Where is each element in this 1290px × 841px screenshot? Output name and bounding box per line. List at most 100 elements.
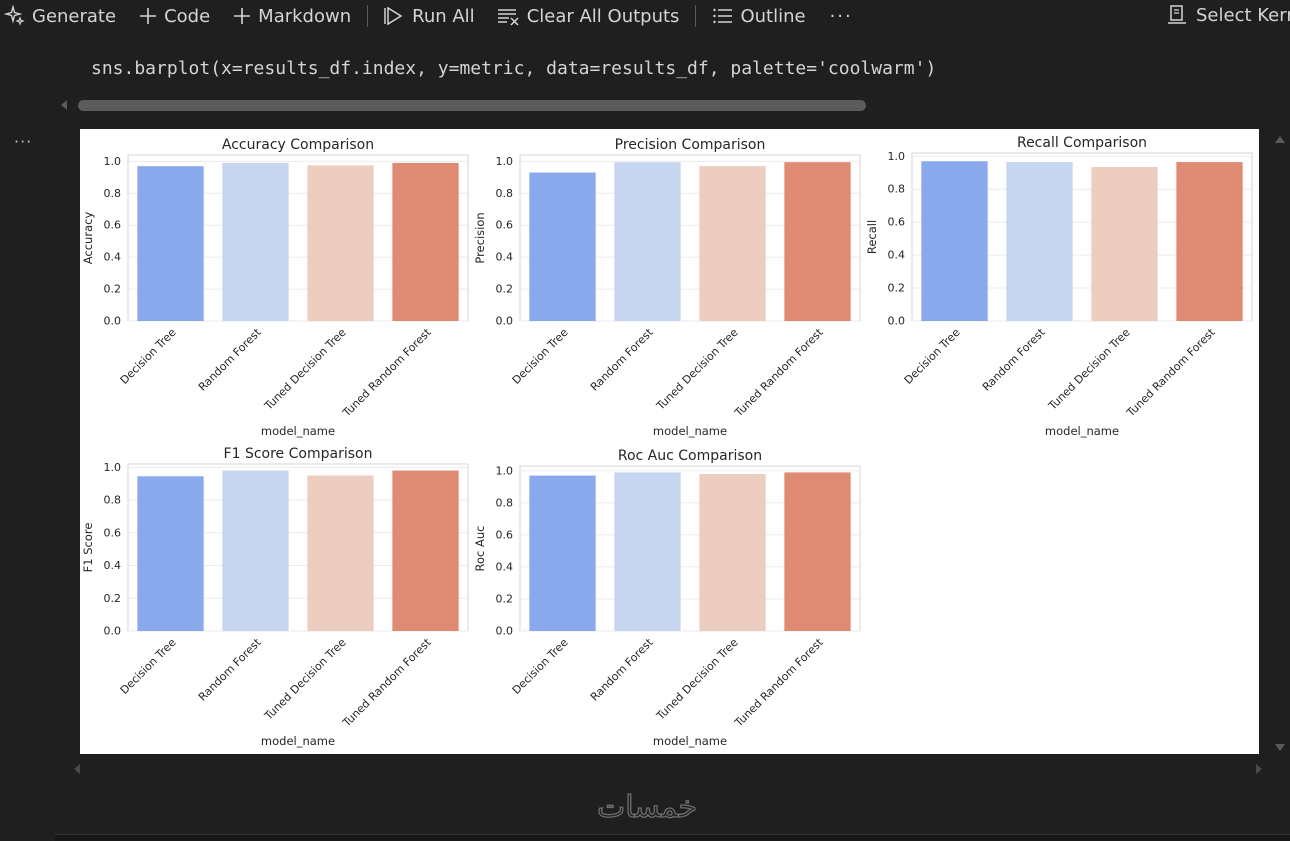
outline-icon [713, 8, 733, 24]
y-axis-label: Roc Auc [473, 526, 487, 572]
bar [699, 166, 766, 321]
y-tick-label: 0.6 [496, 528, 514, 541]
chart-title: Accuracy Comparison [222, 137, 374, 153]
chart-title: Recall Comparison [1017, 135, 1147, 151]
bar [392, 470, 459, 631]
y-tick-label: 0.2 [496, 592, 514, 605]
code-line[interactable]: sns.barplot(x=results_df.index, y=metric… [91, 58, 937, 79]
y-tick-label: 0.2 [496, 283, 514, 296]
generate-button[interactable]: Generate [4, 5, 116, 27]
x-axis-label: model_name [261, 424, 335, 438]
bar [137, 166, 204, 321]
x-axis-label: model_name [653, 424, 727, 438]
bar [392, 162, 459, 321]
chart-4: 0.0 0.2 0.4 0.6 0.8 1.0 Decision Tree Random Fo… [473, 448, 861, 748]
x-tick-label: Tuned Random Forest [340, 635, 435, 730]
watermark-text: خمسات [597, 790, 697, 824]
y-tick-label: 0.0 [104, 625, 122, 638]
y-tick-label: 0.8 [104, 187, 122, 200]
toolbar-divider [367, 5, 369, 27]
bar [222, 470, 289, 631]
chart-title: F1 Score Comparison [224, 446, 373, 462]
y-axis-label: Accuracy [81, 212, 95, 265]
x-tick-label: Decision Tree [510, 636, 571, 697]
scroll-up-arrow-icon[interactable] [1275, 136, 1285, 143]
x-tick-label: Random Forest [196, 635, 264, 703]
x-tick-label: Tuned Random Forest [732, 325, 827, 420]
x-tick-label: Tuned Decision Tree [1045, 326, 1132, 413]
y-tick-label: 0.8 [104, 494, 122, 507]
bar [784, 472, 851, 631]
bar [1176, 162, 1243, 321]
y-tick-label: 0.4 [104, 559, 122, 572]
bar [222, 162, 289, 321]
y-tick-label: 0.8 [888, 183, 906, 196]
notebook-toolbar: Generate Code Markdown Run All Clear All… [0, 0, 1290, 32]
x-tick-label: Tuned Decision Tree [653, 326, 740, 413]
scroll-left-arrow-icon[interactable] [61, 100, 67, 110]
output-scroll-left-arrow-icon[interactable] [74, 764, 80, 774]
y-tick-label: 1.0 [496, 464, 514, 477]
more-actions-button[interactable]: ··· [829, 5, 853, 27]
y-tick-label: 0.8 [496, 496, 514, 509]
x-tick-label: Tuned Decision Tree [261, 326, 348, 413]
plus-icon [140, 8, 157, 24]
y-tick-label: 0.8 [496, 187, 514, 200]
y-tick-label: 1.0 [104, 461, 122, 474]
outline-button[interactable]: Outline [712, 6, 806, 27]
y-tick-label: 1.0 [104, 155, 122, 168]
output-menu-button[interactable]: ··· [14, 132, 33, 151]
chart-title: Precision Comparison [615, 137, 766, 153]
y-tick-label: 1.0 [496, 155, 514, 168]
chart-2: 0.0 0.2 0.4 0.6 0.8 1.0 Decision Tree Random Fo… [865, 135, 1253, 438]
x-tick-label: Decision Tree [510, 326, 571, 387]
bar [307, 475, 374, 631]
select-kernel-button[interactable]: Select Kern [1166, 4, 1290, 26]
x-tick-label: Tuned Random Forest [1124, 325, 1219, 420]
add-markdown-cell-button[interactable]: Markdown [232, 6, 351, 27]
bar [529, 172, 596, 321]
output-scroll-right-arrow-icon[interactable] [1256, 764, 1262, 774]
y-tick-label: 0.0 [104, 315, 122, 328]
chart-1: 0.0 0.2 0.4 0.6 0.8 1.0 Decision Tree Random Fo… [473, 137, 861, 438]
generate-label: Generate [32, 5, 117, 27]
y-tick-label: 0.2 [104, 283, 122, 296]
clear-all-icon [497, 9, 519, 26]
chart-0: 0.0 0.2 0.4 0.6 0.8 1.0 Decision Tree Random Fo… [81, 137, 469, 438]
y-tick-label: 0.4 [888, 249, 906, 262]
bar [921, 161, 988, 321]
y-tick-label: 0.6 [104, 526, 122, 539]
watermark-logo: خمسات [596, 790, 697, 824]
run-all-icon [384, 6, 403, 26]
bar [614, 472, 681, 631]
y-tick-label: 0.6 [888, 216, 906, 229]
x-tick-label: Random Forest [980, 325, 1048, 393]
sparkle-icon [4, 5, 25, 26]
scroll-down-arrow-icon[interactable] [1275, 744, 1285, 751]
code-label: Code [164, 5, 211, 27]
bar [1091, 167, 1158, 321]
y-tick-label: 0.6 [496, 219, 514, 232]
x-axis-label: model_name [653, 734, 727, 748]
y-tick-label: 0.2 [888, 282, 906, 295]
x-tick-label: Decision Tree [902, 326, 963, 387]
run-all-button[interactable]: Run All [384, 6, 475, 27]
x-tick-label: Decision Tree [118, 636, 179, 697]
x-tick-label: Decision Tree [118, 326, 179, 387]
clear-all-outputs-button[interactable]: Clear All Outputs [497, 5, 680, 27]
bar [1006, 162, 1073, 321]
clear-all-label: Clear All Outputs [526, 5, 680, 27]
bottom-panel-edge [55, 834, 1290, 841]
y-tick-label: 0.0 [496, 315, 514, 328]
x-tick-label: Tuned Random Forest [732, 635, 827, 730]
horizontal-scrollbar-thumb[interactable] [78, 100, 866, 111]
kernel-icon [1168, 5, 1186, 24]
bar [614, 162, 681, 321]
plus-icon [234, 8, 251, 24]
bar [699, 474, 766, 631]
chart-title: Roc Auc Comparison [618, 448, 762, 464]
toolbar-divider [695, 5, 697, 27]
add-code-cell-button[interactable]: Code [138, 6, 210, 27]
bar [784, 162, 851, 321]
y-axis-label: F1 Score [81, 523, 95, 573]
